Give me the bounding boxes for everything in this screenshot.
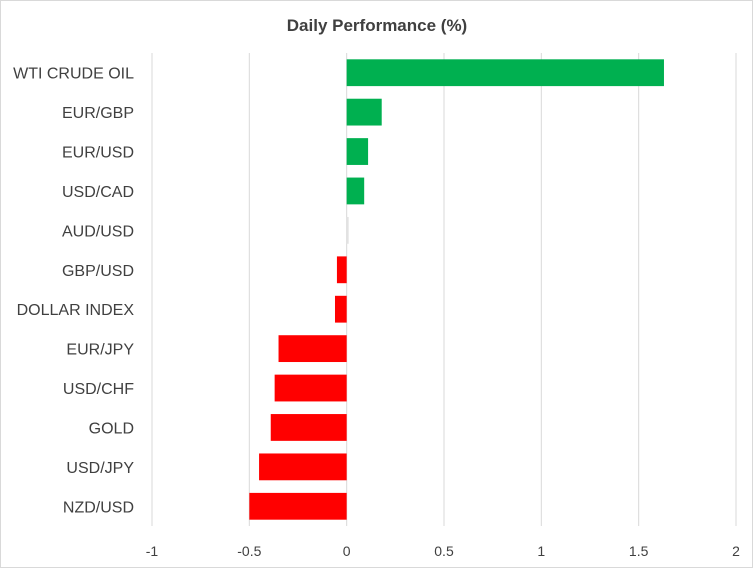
category-label: WTI CRUDE OIL bbox=[13, 66, 134, 83]
category-label: EUR/JPY bbox=[66, 342, 134, 359]
grid-lines bbox=[151, 53, 737, 526]
x-tick-label: 0.5 bbox=[434, 543, 454, 559]
category-label: GBP/USD bbox=[62, 263, 134, 280]
x-tick-label: -0.5 bbox=[237, 543, 261, 559]
bar-dollar-index bbox=[334, 295, 347, 323]
category-label: AUD/USD bbox=[62, 223, 134, 240]
bar-eur-gbp bbox=[346, 98, 382, 126]
bar-eur-jpy bbox=[278, 335, 347, 363]
bar-usd-chf bbox=[274, 374, 347, 402]
category-label: GOLD bbox=[89, 420, 134, 437]
category-label: USD/JPY bbox=[66, 460, 134, 477]
x-tick-label: 2 bbox=[732, 543, 740, 559]
category-label: USD/CAD bbox=[62, 184, 134, 201]
category-labels: WTI CRUDE OIL EUR/GBP EUR/USD USD/CAD AUD/US… bbox=[13, 66, 134, 517]
x-tick-label: 1.5 bbox=[629, 543, 649, 559]
bar-nzd-usd bbox=[249, 492, 347, 520]
x-tick-label: 0 bbox=[343, 543, 351, 559]
bars bbox=[249, 59, 664, 520]
category-label: EUR/USD bbox=[62, 145, 134, 162]
bar-usd-cad bbox=[346, 177, 365, 205]
bar-wti-crude-oil bbox=[346, 59, 664, 87]
category-label: NZD/USD bbox=[63, 499, 134, 516]
x-tick-label: -1 bbox=[146, 543, 159, 559]
bar-gbp-usd bbox=[336, 256, 347, 284]
bar-aud-usd bbox=[346, 216, 349, 244]
category-label: EUR/GBP bbox=[62, 105, 134, 122]
category-label: USD/CHF bbox=[63, 381, 134, 398]
bar-usd-jpy bbox=[259, 453, 347, 481]
x-axis-tick-labels: -1 -0.5 0 0.5 1 1.5 2 bbox=[146, 543, 740, 559]
bar-eur-usd bbox=[346, 138, 369, 165]
x-tick-label: 1 bbox=[537, 543, 545, 559]
chart-title: Daily Performance (%) bbox=[287, 16, 467, 35]
bar-gold bbox=[270, 414, 347, 441]
category-label: DOLLAR INDEX bbox=[17, 302, 135, 319]
